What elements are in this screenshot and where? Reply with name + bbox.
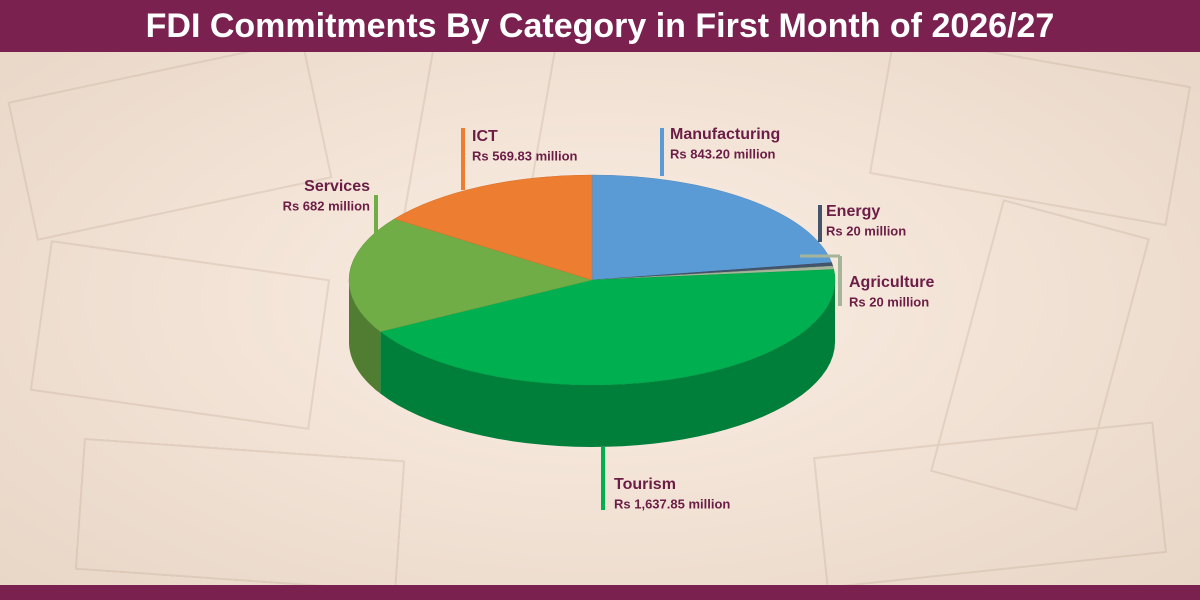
slice	[348, 218, 593, 332]
slice	[591, 174, 832, 281]
title-bar	[0, 0, 1200, 52]
value-label: Rs 682 million	[283, 198, 370, 213]
category-label: ICT	[472, 128, 498, 145]
slice-side	[380, 280, 835, 447]
slice	[393, 174, 593, 281]
value-label: Rs 20 million	[826, 223, 906, 238]
value-label: Rs 569.83 million	[472, 148, 578, 163]
slice-side	[349, 280, 381, 394]
slice	[379, 269, 836, 386]
value-label: Rs 843.20 million	[670, 146, 776, 161]
category-label: Services	[304, 178, 370, 195]
value-label: Rs 20 million	[849, 294, 929, 309]
value-label: Rs 1,637.85 million	[614, 496, 730, 511]
chart-title: FDI Commitments By Category in First Mon…	[146, 7, 1055, 45]
category-label: Manufacturing	[670, 126, 780, 143]
category-label: Energy	[826, 203, 880, 220]
category-label: Tourism	[614, 476, 676, 493]
category-label: Agriculture	[849, 274, 934, 291]
footer-bar	[0, 585, 1200, 600]
